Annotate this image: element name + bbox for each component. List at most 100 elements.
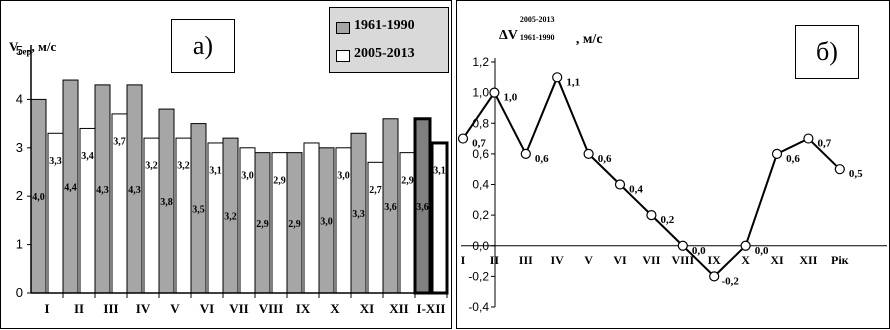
data-label: 0,7 [472,138,486,150]
data-label-1961-1990: 4,0 [32,192,45,203]
x-tick-label: XII [389,301,409,316]
data-label-1961-1990: 4,3 [96,185,109,196]
data-point [646,210,657,221]
data-label-1961-1990: 3,3 [352,209,365,220]
data-point [834,164,845,175]
y-tick-label: 1 [16,237,23,252]
x-tick-label: XII [799,253,817,267]
bar-2005-2013 [367,161,384,294]
y-tick-label: 0,2 [472,208,489,222]
bar-2005-2013 [399,152,416,294]
y-axis-title-main: ΔV [499,28,518,43]
y-tick-label: 0,6 [472,147,489,161]
data-point [552,72,563,83]
data-label: 0,6 [535,153,549,165]
x-tick-label: X [741,253,750,267]
data-point [771,148,783,159]
data-point [803,133,814,144]
data-label: 0,5 [849,168,863,180]
data-label-2005-2013: 2,9 [273,175,286,186]
data-label-1961-1990: 4,3 [128,185,141,196]
y-tick-label: 2 [16,188,23,203]
x-tick-label: VI [200,301,214,316]
y-tick-label: 1,0 [472,86,489,100]
y-axis-title-a: Vсер, м/с [9,39,56,57]
bar-2005-2013 [303,142,320,294]
data-label-1961-1990: 3,6 [384,202,397,213]
y-tick-label: 5 [16,43,23,58]
x-tick-label: IX [708,253,722,267]
legend-swatch-white [336,50,350,62]
x-tick-label: VIII [259,301,284,316]
x-tick-label: IV [551,253,565,267]
y-tick-label: 4 [16,91,23,106]
data-point [457,133,469,144]
data-point [709,271,720,282]
data-point [489,87,500,98]
x-tick-label: VIII [671,253,694,267]
y-axis-title-sub: сер [18,46,32,57]
data-label-2005-2013: 3,2 [177,161,190,172]
x-tick-label: III [519,253,533,267]
data-label-2005-2013: 3,4 [81,151,94,162]
x-tick-label: III [103,301,118,316]
series-line [462,74,841,278]
legend-label: 2005-2013 [354,46,415,61]
data-label: 0,6 [786,153,800,165]
data-label-2005-2013: 3,1 [433,166,446,177]
data-label-2005-2013: 2,9 [401,175,414,186]
data-label-1961-1990: 3,6 [416,202,429,213]
x-tick-label: V [584,253,593,267]
data-label-2005-2013: 2,7 [369,185,382,196]
x-tick-label: VII [229,301,249,316]
legend-label: 1961-1990 [354,18,415,33]
x-tick-label: XI [770,253,784,267]
y-tick-label: 0 [16,285,23,300]
x-tick-label: XI [360,301,374,316]
x-tick-label: IV [136,301,151,316]
chart-panel-b: -0,4 -0,2 0,0 0,2 0,4 0,6 0,8 1,0 1,2 0,7 I 1,0 II 0,… [456,0,890,329]
y-tick-label: 1,2 [472,55,489,69]
y-axis-title-unit: , м/с [575,32,603,47]
data-label-2005-2013: 3,7 [113,137,126,148]
data-label-2005-2013: 3,1 [209,166,222,177]
y-tick-label: -0,2 [468,269,489,283]
data-point [614,179,626,190]
data-label-1961-1990: 3,2 [224,212,237,223]
data-label-2005-2013: 3,2 [145,161,158,172]
x-tick-label: I-XII [417,301,446,316]
x-tick-label: II [74,301,84,316]
data-label-1961-1990: 2,9 [288,219,301,230]
bar-chart-svg: 0 1 2 3 4 5 4,0 3,3 I 4,4 3,4 II 4,3 3,7 III 4,3 3,2 IV 3,… [16,43,449,316]
data-label-1961-1990: 2,9 [256,219,269,230]
x-tick-label: Рік [831,253,849,267]
chart-panel-a: 0 1 2 3 4 5 4,0 3,3 I 4,4 3,4 II 4,3 3,7 III 4,3 3,2 IV 3,… [0,0,452,329]
y-axis-title-b: ΔV 2005-2013 1961-1990 , м/с [499,15,603,47]
data-label: -0,2 [721,275,739,287]
data-label: 0,7 [818,138,832,150]
y-axis-title-sub: 1961-1990 [519,33,555,42]
bar-2005-2013 [271,152,288,294]
x-tick-label: IX [296,301,311,316]
line-chart-svg: -0,4 -0,2 0,0 0,2 0,4 0,6 0,8 1,0 1,2 0,7 I 1,0 II 0,… [457,55,887,314]
data-label: 0,0 [755,245,769,257]
legend-swatch-gray [336,22,350,34]
data-point [583,148,594,159]
x-tick-label: VI [613,253,627,267]
data-label: 1,1 [566,76,580,88]
data-point [520,148,531,159]
legend-a: 1961-1990 2005-2013 [329,7,449,73]
y-axis-title-main: V [9,39,19,54]
x-tick-label: V [170,301,180,316]
data-label-2005-2013: 3,0 [337,170,350,181]
y-tick-label: 0,8 [472,116,489,130]
data-point [677,240,688,251]
x-tick-label: X [330,301,340,316]
data-label: 0,6 [598,153,612,165]
y-axis-title-unit: , м/с [31,39,57,54]
data-label-1961-1990: 3,8 [160,197,173,208]
y-tick-label: 0,4 [472,178,489,192]
data-point [740,240,751,251]
y-axis-title-scripts: 2005-2013 1961-1990 [518,15,576,42]
data-label-2005-2013: 3,0 [241,170,254,181]
